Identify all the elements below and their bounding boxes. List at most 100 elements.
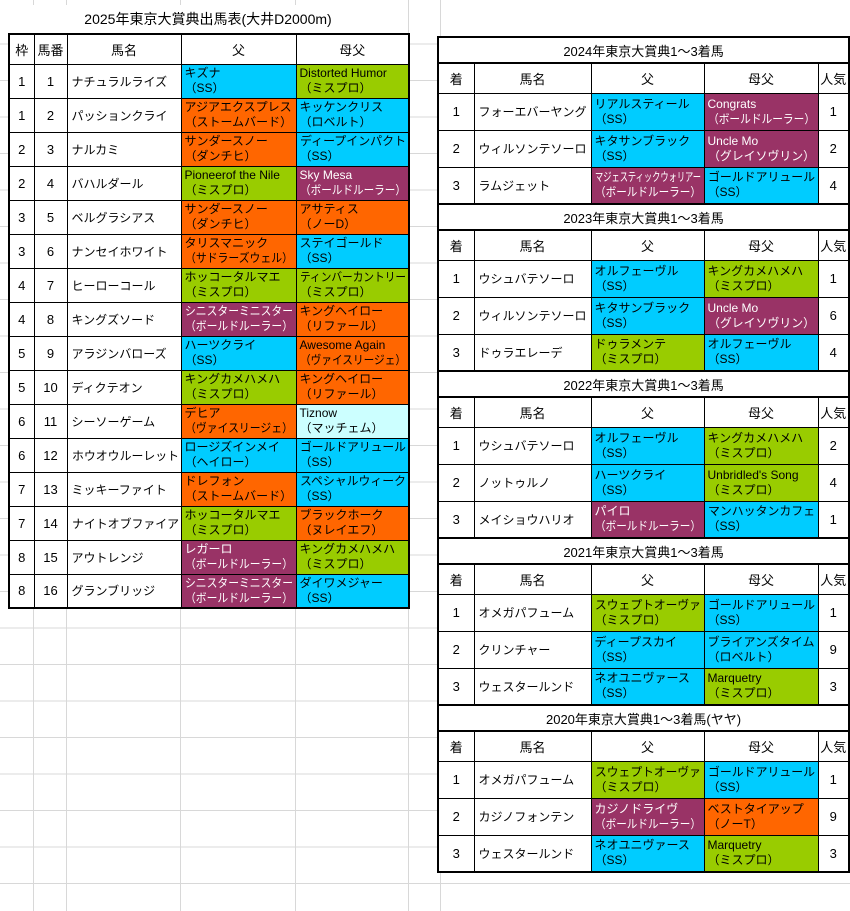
sire-cell-name: ネオユニヴァース [595, 671, 702, 686]
damsire-cell-lineage: （マッチェム） [300, 421, 407, 436]
sire-cell-lineage: （ボールドルーラー） [185, 319, 294, 334]
damsire-cell-name: ゴールドアリュール [708, 765, 816, 780]
sire-cell-lineage-text: （SS） [594, 445, 635, 460]
popularity: 2 [817, 129, 850, 168]
damsire-cell-name-text: ゴールドアリュール [707, 170, 815, 185]
sire-cell-lineage-text: （ストームバード） [184, 489, 293, 503]
sire-cell-name: ホッコータルマエ [185, 508, 294, 523]
horse-name-text: シーソーゲーム [71, 414, 156, 429]
sire-cell: タリスマニック （サドラーズウェル） [180, 233, 297, 269]
horse-name: ウェスタールンド [473, 834, 592, 873]
sire-cell-lineage: （ヘイロー） [185, 455, 294, 470]
popularity-text: 3 [829, 678, 837, 694]
frame-number: 5 [8, 369, 35, 405]
result-table-title: 2023年東京大賞典1～3着馬 [437, 203, 850, 231]
damsire-cell-name-text: キッケンクリス [299, 100, 384, 114]
col-header-popularity: 人気 [817, 396, 850, 428]
result-row: 2 クリンチャー ディープスカイ （SS） ブライアンズタイム （ロベルト） 9 [437, 630, 850, 669]
sire-cell: キタサンブラック （SS） [590, 129, 705, 168]
damsire-cell-lineage: （SS） [708, 352, 816, 367]
damsire-cell-name: Sky Mesa [300, 168, 407, 183]
result-row: 3 ウェスタールンド ネオユニヴァース （SS） Marquetry （ミスプロ） 3 [437, 667, 850, 706]
result-header-row: 着馬名父母父 人気 [437, 563, 850, 595]
frame-number: 6 [8, 437, 35, 473]
result-row: 1 ウシュバテソーロ オルフェーヴル （SS） キングカメハメハ （ミスプロ） 1 [437, 259, 850, 298]
entry-table-body: 1 1 ナチュラルライズ キズナ （SS） Distorted Humor （ミスプロ） 1 2… [8, 63, 410, 609]
popularity: 6 [817, 296, 850, 335]
damsire-cell-name-text: Unbridled's Song [707, 467, 799, 482]
finish-position-text: 1 [452, 104, 460, 119]
sire-cell-name-text: シニスターミニスター [184, 304, 293, 318]
entry-row: 3 6 ナンセイホワイト タリスマニック （サドラーズウェル） ステイゴールド （SS） [8, 233, 410, 269]
sire-cell-name: ディープスカイ [595, 635, 702, 650]
popularity: 1 [817, 593, 850, 632]
popularity-text: 4 [829, 177, 837, 193]
sire-cell: ホッコータルマエ （ミスプロ） [180, 505, 297, 541]
horse-number-text: 2 [46, 107, 55, 123]
sire-cell-name-text: レガーロ [184, 542, 233, 556]
damsire-cell-lineage-text: （グレイソヴリン） [707, 148, 815, 163]
damsire-cell-name: ベストタイアップ [708, 802, 816, 817]
damsire-cell-lineage-text: （ロベルト） [707, 649, 780, 664]
horse-number: 11 [33, 403, 68, 439]
damsire-cell: ブライアンズタイム （ロベルト） [703, 630, 819, 669]
sire-cell: ロージズインメイ （ヘイロー） [180, 437, 297, 473]
col-header-damsire: 母父 [703, 62, 819, 94]
popularity: 3 [817, 834, 850, 873]
sire-cell-lineage: （SS） [595, 316, 702, 331]
damsire-cell-name: Congrats [708, 97, 816, 112]
sire-cell-name-text: オルフェーヴル [594, 430, 679, 445]
horse-name: ノットゥルノ [473, 463, 592, 502]
sire-cell-lineage: （ミスプロ） [595, 613, 702, 628]
finish-position-text: 3 [452, 511, 460, 527]
sire-cell-name-text: キタサンブラック [594, 300, 691, 315]
horse-name: ホウオウルーレット [66, 437, 182, 473]
horse-name: フォーエバーヤング [473, 92, 592, 131]
sire-cell-lineage: （ストームバード） [185, 489, 294, 504]
damsire-cell-lineage-text: （ミスプロ） [707, 853, 780, 868]
horse-number: 8 [33, 301, 68, 337]
popularity: 9 [817, 630, 850, 669]
damsire-cell: キングカメハメハ （ミスプロ） [295, 539, 410, 575]
frame-number-text: 3 [18, 209, 26, 225]
horse-name-text: アウトレンジ [71, 550, 144, 565]
damsire-cell-name-text: Tiznow [299, 406, 338, 420]
sire-cell-name: ドレフォン [185, 474, 294, 489]
finish-position-text: 2 [452, 475, 460, 490]
sire-cell-name: リアルスティール [595, 97, 702, 112]
sire-cell-lineage: （SS） [595, 483, 702, 498]
result-header-row: 着馬名父母父 人気 [437, 730, 850, 762]
sire-cell: シニスターミニスター （ボールドルーラー） [180, 573, 297, 609]
col-header-name: 馬名 [473, 62, 592, 94]
result-row: 1 フォーエバーヤング リアルスティール （SS） Congrats （ボールドルーラー）… [437, 92, 850, 131]
damsire-cell-name: Tiznow [300, 406, 407, 421]
damsire-cell-name-text: Uncle Mo [707, 300, 759, 315]
damsire-cell-name-text: キングカメハメハ [707, 263, 804, 278]
result-table-2023: 2023年東京大賞典1～3着馬着馬名父母父 人気 1 ウシュバテソーロ オルフェーヴル（… [437, 203, 850, 372]
col-header-sire: 父 [590, 62, 705, 94]
horse-number: 1 [33, 63, 68, 99]
sire-cell-lineage-text: （SS） [594, 278, 635, 293]
horse-number-text: 9 [46, 345, 55, 361]
horse-name-text: ヒーローコール [71, 278, 156, 293]
result-table-body: 1 オメガパフューム スウェプトオーヴァ （ミスプロ） ゴールドアリュール （SS） 1 2 ク… [437, 593, 850, 706]
horse-name: ウィルソンテソーロ [473, 296, 592, 335]
damsire-cell-lineage: （ノーD） [300, 217, 407, 232]
damsire-cell-name-text: Sky Mesa [299, 168, 353, 182]
sire-cell-lineage: （ヴァイスリージェ） [185, 421, 294, 436]
damsire-cell: Marquetry （ミスプロ） [703, 667, 819, 706]
result-table-title-row: 2021年東京大賞典1～3着馬 [437, 537, 850, 565]
damsire-cell-lineage-text: （マッチェム） [299, 421, 384, 435]
horse-name: ラムジェット [473, 166, 592, 205]
damsire-cell-lineage: （ボールドルーラー） [300, 183, 407, 198]
damsire-cell-lineage: （リファール） [300, 319, 407, 334]
horse-name-text: ナルカミ [71, 142, 120, 157]
damsire-cell-lineage: （ヴァイスリージェ） [300, 353, 407, 368]
sire-cell: パイロ （ボールドルーラー） [590, 500, 705, 539]
horse-number: 9 [33, 335, 68, 371]
horse-name-text: メイショウハリオ [478, 512, 575, 527]
col-header-sire: 父 [590, 730, 705, 762]
finish-position-text: 2 [452, 308, 460, 323]
sire-cell-lineage: （ストームバード） [185, 115, 294, 130]
finish-position-text: 2 [452, 642, 460, 657]
